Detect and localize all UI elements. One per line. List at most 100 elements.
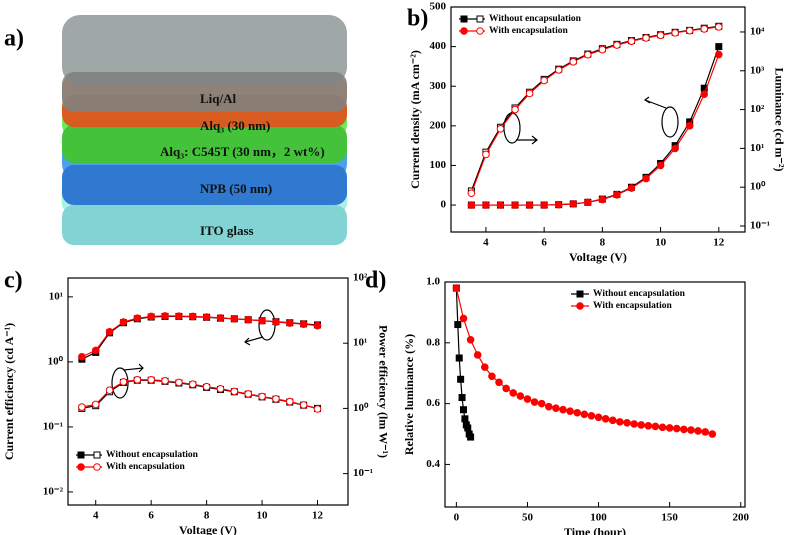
- marker: [623, 418, 631, 427]
- series-line: [81, 379, 318, 409]
- marker: [685, 122, 694, 130]
- legend-label: Without encapsulation: [593, 289, 686, 299]
- marker: [511, 105, 519, 114]
- series-line: [470, 25, 719, 192]
- series-line: [455, 288, 472, 438]
- marker: [671, 29, 679, 37]
- marker: [616, 418, 624, 426]
- legend-marker: [576, 302, 584, 310]
- marker: [651, 422, 660, 431]
- panel-label: d): [365, 268, 386, 294]
- y2-tick-label: 10¹: [353, 337, 367, 349]
- y-tick-label: 10⁰: [48, 355, 64, 367]
- y2-axis-title: Power efficiency (lm W⁻¹): [376, 325, 390, 458]
- marker: [584, 50, 592, 59]
- marker: [552, 404, 560, 412]
- marker: [147, 375, 155, 384]
- legend-marker: [476, 15, 484, 23]
- marker: [299, 401, 308, 409]
- layer-top: [62, 15, 347, 85]
- marker: [630, 420, 638, 428]
- marker: [467, 201, 476, 209]
- annotation-arrow: [123, 363, 144, 373]
- plot-frame: [444, 281, 746, 508]
- marker: [91, 346, 100, 355]
- marker: [272, 318, 280, 326]
- marker: [244, 315, 252, 324]
- marker: [482, 150, 490, 159]
- marker: [466, 335, 475, 344]
- marker: [687, 426, 695, 434]
- y2-tick-label: 10²: [750, 103, 765, 115]
- marker: [464, 424, 472, 432]
- marker: [244, 390, 252, 398]
- marker: [554, 200, 563, 209]
- marker: [708, 430, 717, 438]
- marker: [701, 428, 709, 436]
- marker: [637, 421, 646, 429]
- y-tick-label: 500: [430, 1, 447, 13]
- marker: [656, 161, 665, 170]
- x-tick-label: 10: [655, 237, 667, 249]
- marker: [467, 189, 476, 197]
- marker: [627, 184, 636, 192]
- x-tick-label: 50: [522, 512, 534, 524]
- x-tick-label: 0: [454, 512, 460, 524]
- marker: [700, 90, 709, 98]
- marker: [566, 407, 574, 416]
- y2-tick-label: 10²: [353, 272, 368, 284]
- series-line: [81, 315, 318, 358]
- legend-marker: [77, 463, 85, 471]
- marker: [573, 408, 582, 417]
- marker: [584, 198, 592, 207]
- legend-label: Without encapsulation: [106, 450, 199, 460]
- y-axis-title: Current efficiency (cd A⁻¹): [2, 323, 16, 460]
- x-tick-label: 150: [661, 512, 678, 524]
- marker: [509, 389, 518, 397]
- legend-label: With encapsulation: [106, 462, 185, 472]
- y2-tick-label: 10⁰: [750, 181, 766, 193]
- marker: [554, 66, 563, 74]
- layer-label: NPB (50 nm): [200, 181, 272, 196]
- x-axis-title: Time (hour): [564, 525, 626, 535]
- marker: [601, 415, 610, 423]
- marker: [202, 382, 211, 391]
- marker: [580, 410, 589, 419]
- marker: [594, 413, 603, 422]
- annotation-arrow: [643, 96, 667, 109]
- y-axis-title: Current density (mA cm⁻²): [408, 50, 422, 189]
- x-tick-label: 200: [732, 512, 749, 524]
- marker: [459, 406, 467, 414]
- marker: [598, 45, 607, 54]
- marker: [540, 201, 548, 209]
- marker: [525, 201, 534, 209]
- layer-front: [62, 125, 347, 163]
- marker: [105, 328, 114, 336]
- marker: [496, 124, 505, 133]
- marker: [627, 37, 636, 45]
- marker: [188, 312, 197, 321]
- x-axis-title: Voltage (V): [569, 250, 627, 264]
- annotation-ellipse: [111, 367, 129, 399]
- x-tick-label: 12: [713, 237, 725, 249]
- marker: [658, 423, 667, 432]
- marker: [161, 312, 169, 320]
- marker: [216, 314, 225, 322]
- legend-label: With encapsulation: [489, 26, 568, 36]
- y2-tick-label: 10⁰: [353, 402, 369, 414]
- marker: [656, 31, 665, 40]
- marker: [488, 372, 496, 381]
- marker: [175, 312, 183, 320]
- marker: [700, 25, 709, 33]
- x-tick-label: 100: [590, 512, 607, 524]
- marker: [537, 399, 546, 408]
- y2-axis-title: Luminance (cd m⁻²): [772, 68, 786, 172]
- marker: [455, 354, 463, 362]
- y-tick-label: 100: [430, 159, 447, 171]
- marker: [598, 195, 607, 204]
- layer-front: [62, 165, 347, 205]
- marker: [78, 352, 86, 361]
- y2-tick-label: 10⁻¹: [353, 467, 373, 479]
- marker: [672, 424, 681, 433]
- marker: [642, 34, 650, 42]
